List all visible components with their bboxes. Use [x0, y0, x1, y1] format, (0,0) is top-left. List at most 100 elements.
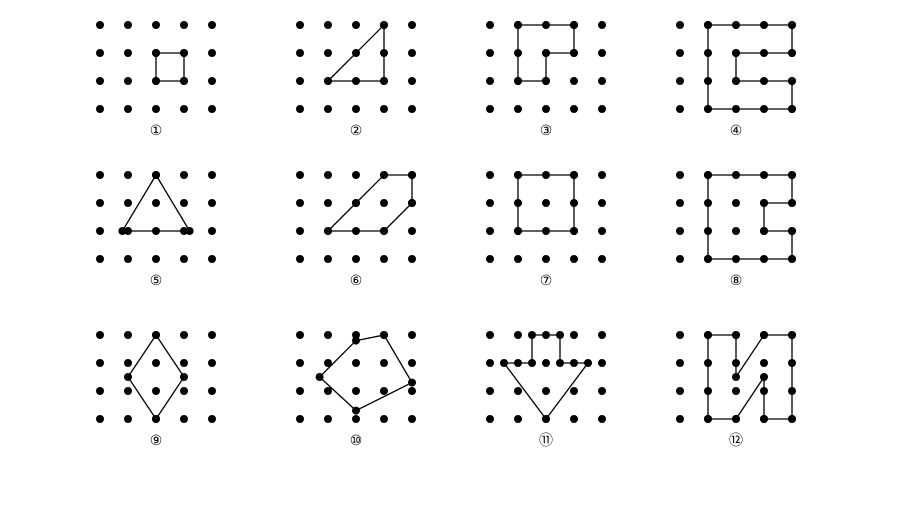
vertex-dot: [788, 255, 796, 263]
shape-path-2: [328, 25, 384, 81]
grid-dot: [96, 49, 104, 57]
panel-label-5: ⑤: [150, 274, 163, 289]
grid-dot: [152, 359, 160, 367]
panel-8: ⑧: [670, 165, 820, 269]
panel-1-svg: [90, 15, 222, 119]
vertex-dot: [732, 331, 740, 339]
grid-dot: [486, 105, 494, 113]
vertex-dot: [788, 77, 796, 85]
grid-dot: [542, 387, 550, 395]
grid-dot: [180, 105, 188, 113]
grid-dot: [296, 199, 304, 207]
vertex-dot: [570, 171, 578, 179]
panel-label-11: ⑪: [539, 434, 553, 449]
grid-dot: [598, 227, 606, 235]
panel-12-svg: [670, 325, 802, 429]
grid-dot: [180, 387, 188, 395]
grid-dot: [124, 77, 132, 85]
vertex-dot: [704, 171, 712, 179]
vertex-dot: [152, 415, 160, 423]
vertex-dot: [584, 359, 592, 367]
grid-dot: [598, 359, 606, 367]
grid-dot: [486, 415, 494, 423]
panel-2-svg: [290, 15, 422, 119]
vertex-dot: [570, 227, 578, 235]
grid-dot: [208, 105, 216, 113]
panel-caption-11: ⑪: [471, 433, 621, 451]
grid-dot: [408, 77, 416, 85]
vertex-dot: [514, 77, 522, 85]
vertex-dot: [788, 171, 796, 179]
grid-dot: [152, 105, 160, 113]
grid-dot: [570, 105, 578, 113]
grid-dot: [676, 227, 684, 235]
grid-dot: [208, 171, 216, 179]
grid-dot: [542, 105, 550, 113]
grid-dot: [352, 359, 360, 367]
grid-dot: [124, 387, 132, 395]
vertex-dot: [542, 77, 550, 85]
grid-dot: [124, 49, 132, 57]
vertex-dot: [528, 331, 536, 339]
grid-dot: [676, 415, 684, 423]
panel-caption-7: ⑦: [471, 273, 621, 291]
vertex-dot: [352, 407, 360, 415]
shape-path-4: [708, 25, 792, 109]
grid-dot: [124, 415, 132, 423]
grid-dot: [380, 359, 388, 367]
grid-dot: [760, 359, 768, 367]
grid-dot: [486, 359, 494, 367]
grid-dot: [180, 415, 188, 423]
grid-dot: [732, 387, 740, 395]
panel-caption-4: ④: [661, 123, 811, 141]
vertex-dot: [704, 255, 712, 263]
grid-dot: [324, 331, 332, 339]
grid-dot: [514, 387, 522, 395]
vertex-dot: [380, 171, 388, 179]
panel-caption-3: ③: [471, 123, 621, 141]
panel-label-9: ⑨: [150, 434, 163, 449]
panel-11: ⑪: [480, 325, 630, 429]
grid-dot: [124, 359, 132, 367]
grid-dot: [408, 359, 416, 367]
grid-dot: [570, 387, 578, 395]
grid-dot: [124, 255, 132, 263]
grid-dot: [408, 331, 416, 339]
grid-dot: [296, 21, 304, 29]
grid-dot: [296, 171, 304, 179]
vertex-dot: [316, 373, 324, 381]
panel-5: ⑤: [90, 165, 240, 269]
grid-dot: [296, 331, 304, 339]
shape-path-12: [708, 335, 792, 419]
grid-dot: [598, 199, 606, 207]
vertex-dot: [152, 331, 160, 339]
vertex-dot: [528, 359, 536, 367]
grid-dot: [676, 255, 684, 263]
grid-dot: [486, 49, 494, 57]
grid-dot: [208, 199, 216, 207]
grid-dot: [514, 255, 522, 263]
grid-dot: [124, 331, 132, 339]
grid-dot: [208, 49, 216, 57]
vertex-dot: [324, 77, 332, 85]
grid-dot: [124, 105, 132, 113]
vertex-dot: [760, 227, 768, 235]
grid-dot: [180, 199, 188, 207]
panel-4-svg: [670, 15, 802, 119]
grid-dot: [486, 77, 494, 85]
panel-8-svg: [670, 165, 802, 269]
grid-dot: [542, 255, 550, 263]
grid-dot: [408, 21, 416, 29]
panel-3: ③: [480, 15, 630, 119]
grid-dot: [96, 105, 104, 113]
grid-dot: [380, 415, 388, 423]
shape-path-6: [328, 175, 412, 231]
vertex-dot: [704, 331, 712, 339]
grid-dot: [324, 199, 332, 207]
vertex-dot: [704, 105, 712, 113]
grid-dot: [732, 199, 740, 207]
panel-9-svg: [90, 325, 222, 429]
vertex-dot: [760, 331, 768, 339]
grid-dot: [408, 255, 416, 263]
vertex-dot: [570, 49, 578, 57]
